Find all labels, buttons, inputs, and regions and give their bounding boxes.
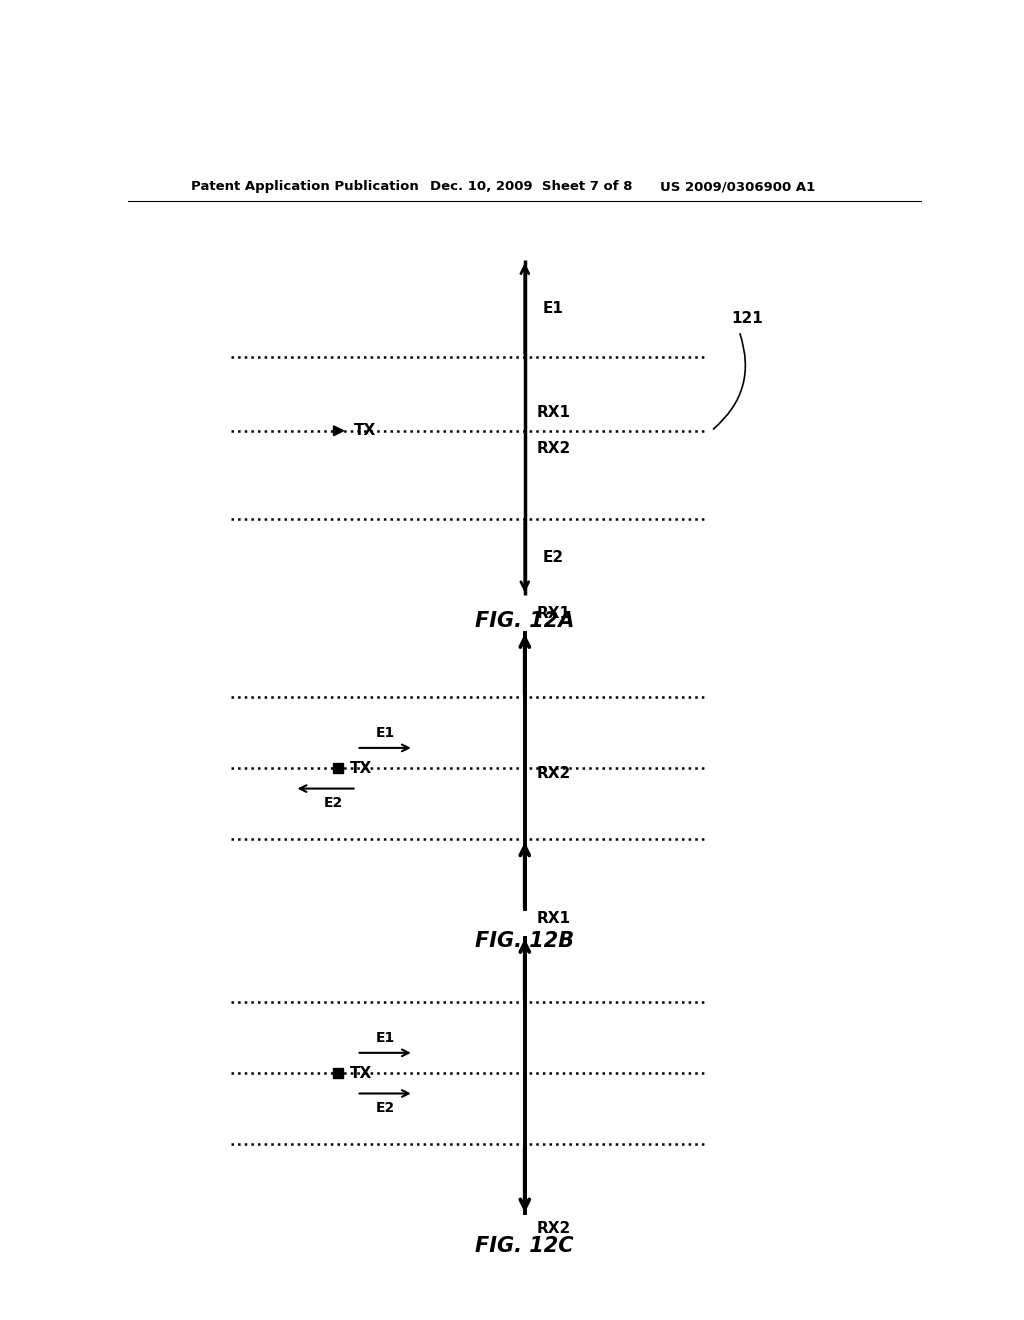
Text: FIG. 12B: FIG. 12B: [475, 931, 574, 950]
Bar: [333, 1068, 343, 1078]
Text: RX2: RX2: [537, 766, 571, 781]
Text: RX2: RX2: [537, 1221, 571, 1236]
Text: E1: E1: [543, 301, 563, 315]
Text: RX2: RX2: [537, 441, 571, 455]
Text: E2: E2: [324, 796, 343, 809]
Text: TX: TX: [350, 1065, 372, 1081]
Text: Patent Application Publication: Patent Application Publication: [191, 181, 419, 193]
Bar: [333, 763, 343, 774]
Text: E2: E2: [543, 550, 563, 565]
Text: TX: TX: [354, 424, 377, 438]
Text: FIG. 12C: FIG. 12C: [475, 1236, 574, 1255]
Text: RX1: RX1: [537, 911, 570, 925]
Text: FIG. 12A: FIG. 12A: [475, 611, 574, 631]
Text: TX: TX: [350, 760, 372, 776]
Text: E2: E2: [376, 1101, 394, 1114]
Text: US 2009/0306900 A1: US 2009/0306900 A1: [659, 181, 815, 193]
Text: E1: E1: [376, 1031, 394, 1044]
Text: RX1: RX1: [537, 405, 570, 420]
Text: 121: 121: [731, 312, 763, 326]
Text: Dec. 10, 2009  Sheet 7 of 8: Dec. 10, 2009 Sheet 7 of 8: [430, 181, 632, 193]
Text: E1: E1: [376, 726, 394, 739]
Text: RX1: RX1: [537, 606, 570, 620]
